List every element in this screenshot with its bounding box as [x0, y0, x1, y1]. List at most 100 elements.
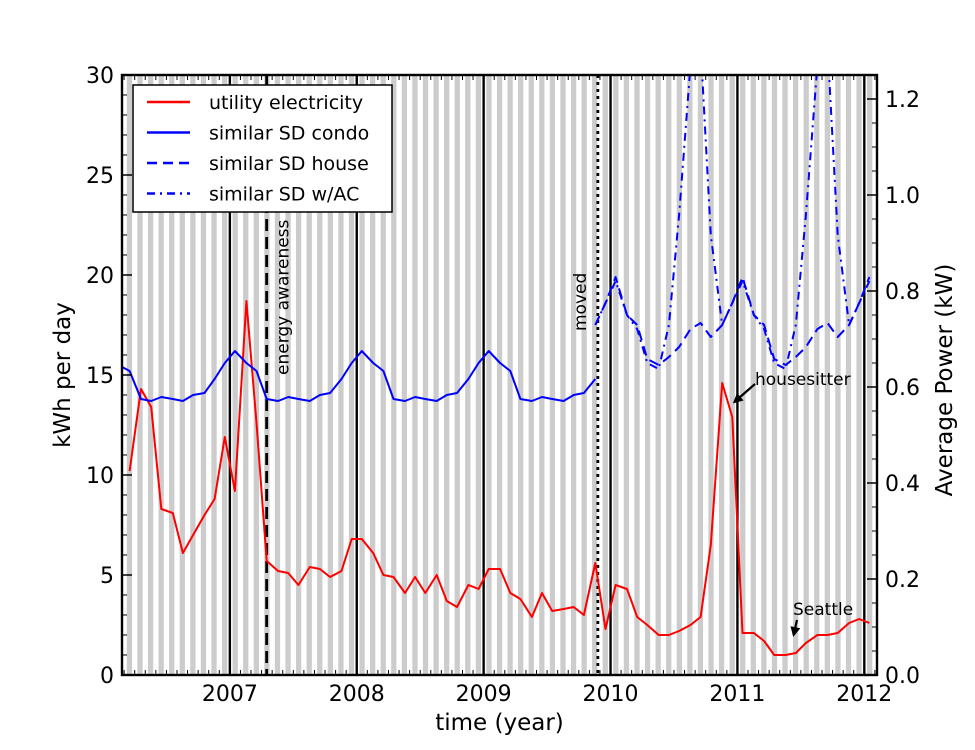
- background-band: [221, 75, 228, 675]
- background-band: [623, 75, 630, 675]
- background-band: [422, 75, 429, 675]
- background-band: [634, 75, 640, 675]
- background-band: [338, 75, 344, 675]
- background-band: [327, 75, 333, 675]
- y2-tick-label: 0.0: [885, 664, 920, 689]
- background-band: [814, 75, 820, 675]
- energy-awareness-label: energy awareness: [274, 219, 294, 375]
- seattle-arrow: [790, 619, 801, 637]
- background-band: [137, 75, 143, 675]
- y-tick-label: 20: [86, 264, 114, 289]
- background-band: [771, 75, 778, 675]
- moved-label: moved: [571, 273, 591, 331]
- background-band: [687, 75, 693, 675]
- background-band: [835, 75, 841, 675]
- y2-tick-label: 0.2: [885, 568, 920, 593]
- series-line-solid: [128, 300, 870, 656]
- x-tick-label: 2012: [836, 682, 892, 707]
- background-band: [211, 75, 217, 675]
- y-tick-label: 10: [86, 464, 114, 489]
- background-band: [602, 75, 608, 675]
- background-band: [496, 75, 503, 675]
- background-band: [412, 75, 418, 675]
- background-band: [348, 75, 355, 675]
- background-band: [750, 75, 756, 675]
- background-band: [465, 75, 471, 675]
- background-band: [380, 75, 386, 675]
- x-tick-label: 2009: [456, 682, 512, 707]
- background-band: [475, 75, 482, 675]
- legend-box: [132, 84, 393, 213]
- background-band: [179, 75, 185, 675]
- background-band: [528, 75, 534, 675]
- background-band: [581, 75, 587, 675]
- background-band: [613, 75, 619, 675]
- background-bands: [122, 75, 877, 675]
- background-band: [243, 75, 249, 675]
- background-band: [158, 75, 164, 675]
- background-band: [317, 75, 323, 675]
- background-band: [370, 75, 376, 675]
- background-band: [444, 75, 450, 675]
- series-line-dashdot: [594, 75, 871, 370]
- background-band: [803, 75, 809, 675]
- background-band: [697, 75, 704, 675]
- y2-tick-label: 0.6: [885, 376, 920, 401]
- background-band: [666, 75, 672, 675]
- series-layer: [122, 75, 871, 656]
- legend-label: similar SD w/AC: [209, 184, 359, 206]
- housesitter-arrow: [732, 383, 756, 404]
- background-band: [761, 75, 767, 675]
- background-band: [518, 75, 524, 675]
- background-band: [655, 75, 661, 675]
- background-band: [190, 75, 196, 675]
- background-band: [401, 75, 408, 675]
- background-band: [676, 75, 682, 675]
- background-band: [570, 75, 577, 675]
- y-tick-label: 15: [86, 364, 114, 389]
- background-band: [306, 75, 312, 675]
- x-tick-label: 2011: [709, 682, 765, 707]
- background-band: [782, 75, 788, 675]
- seattle-label: Seattle: [793, 600, 853, 620]
- background-band: [740, 75, 746, 675]
- y-axis-title: kWh per day: [50, 302, 76, 448]
- y-tick-label: 5: [100, 564, 114, 589]
- axes: 2007 2008 2009 2010 2011 2012 0 5 10 15 20 25 30 0.0 0…: [50, 64, 958, 736]
- background-band: [507, 75, 513, 675]
- background-band: [866, 75, 873, 675]
- legend-label: utility electricity: [209, 92, 363, 114]
- background-band: [359, 75, 365, 675]
- background-band: [644, 75, 651, 675]
- y-tick-label: 30: [86, 64, 114, 89]
- background-band: [560, 75, 566, 675]
- annotations: housesitter Seattle: [732, 370, 853, 637]
- background-band: [792, 75, 799, 675]
- background-band: [285, 75, 291, 675]
- y-tick-label: 0: [100, 664, 114, 689]
- legend-label: similar SD house: [209, 153, 369, 175]
- background-band: [856, 75, 862, 675]
- series-line-solid: [122, 350, 597, 402]
- background-band: [274, 75, 281, 675]
- x-tick-label: 2010: [583, 682, 639, 707]
- background-band: [718, 75, 725, 675]
- x-tick-label: 2007: [202, 682, 258, 707]
- x-axis-title: time (year): [435, 710, 564, 736]
- x-tick-label: 2008: [329, 682, 385, 707]
- legend: utility electricity similar SD condo simil…: [132, 84, 393, 213]
- background-band: [486, 75, 492, 675]
- y2-tick-label: 1.0: [885, 184, 920, 209]
- background-band: [391, 75, 397, 675]
- background-band: [169, 75, 175, 675]
- background-band: [147, 75, 154, 675]
- y-tick-label: 25: [86, 164, 114, 189]
- background-band: [200, 75, 207, 675]
- background-band: [454, 75, 460, 675]
- background-band: [592, 75, 598, 675]
- background-band: [845, 75, 852, 675]
- background-band: [232, 75, 238, 675]
- y2-tick-label: 0.8: [885, 280, 920, 305]
- background-band: [433, 75, 439, 675]
